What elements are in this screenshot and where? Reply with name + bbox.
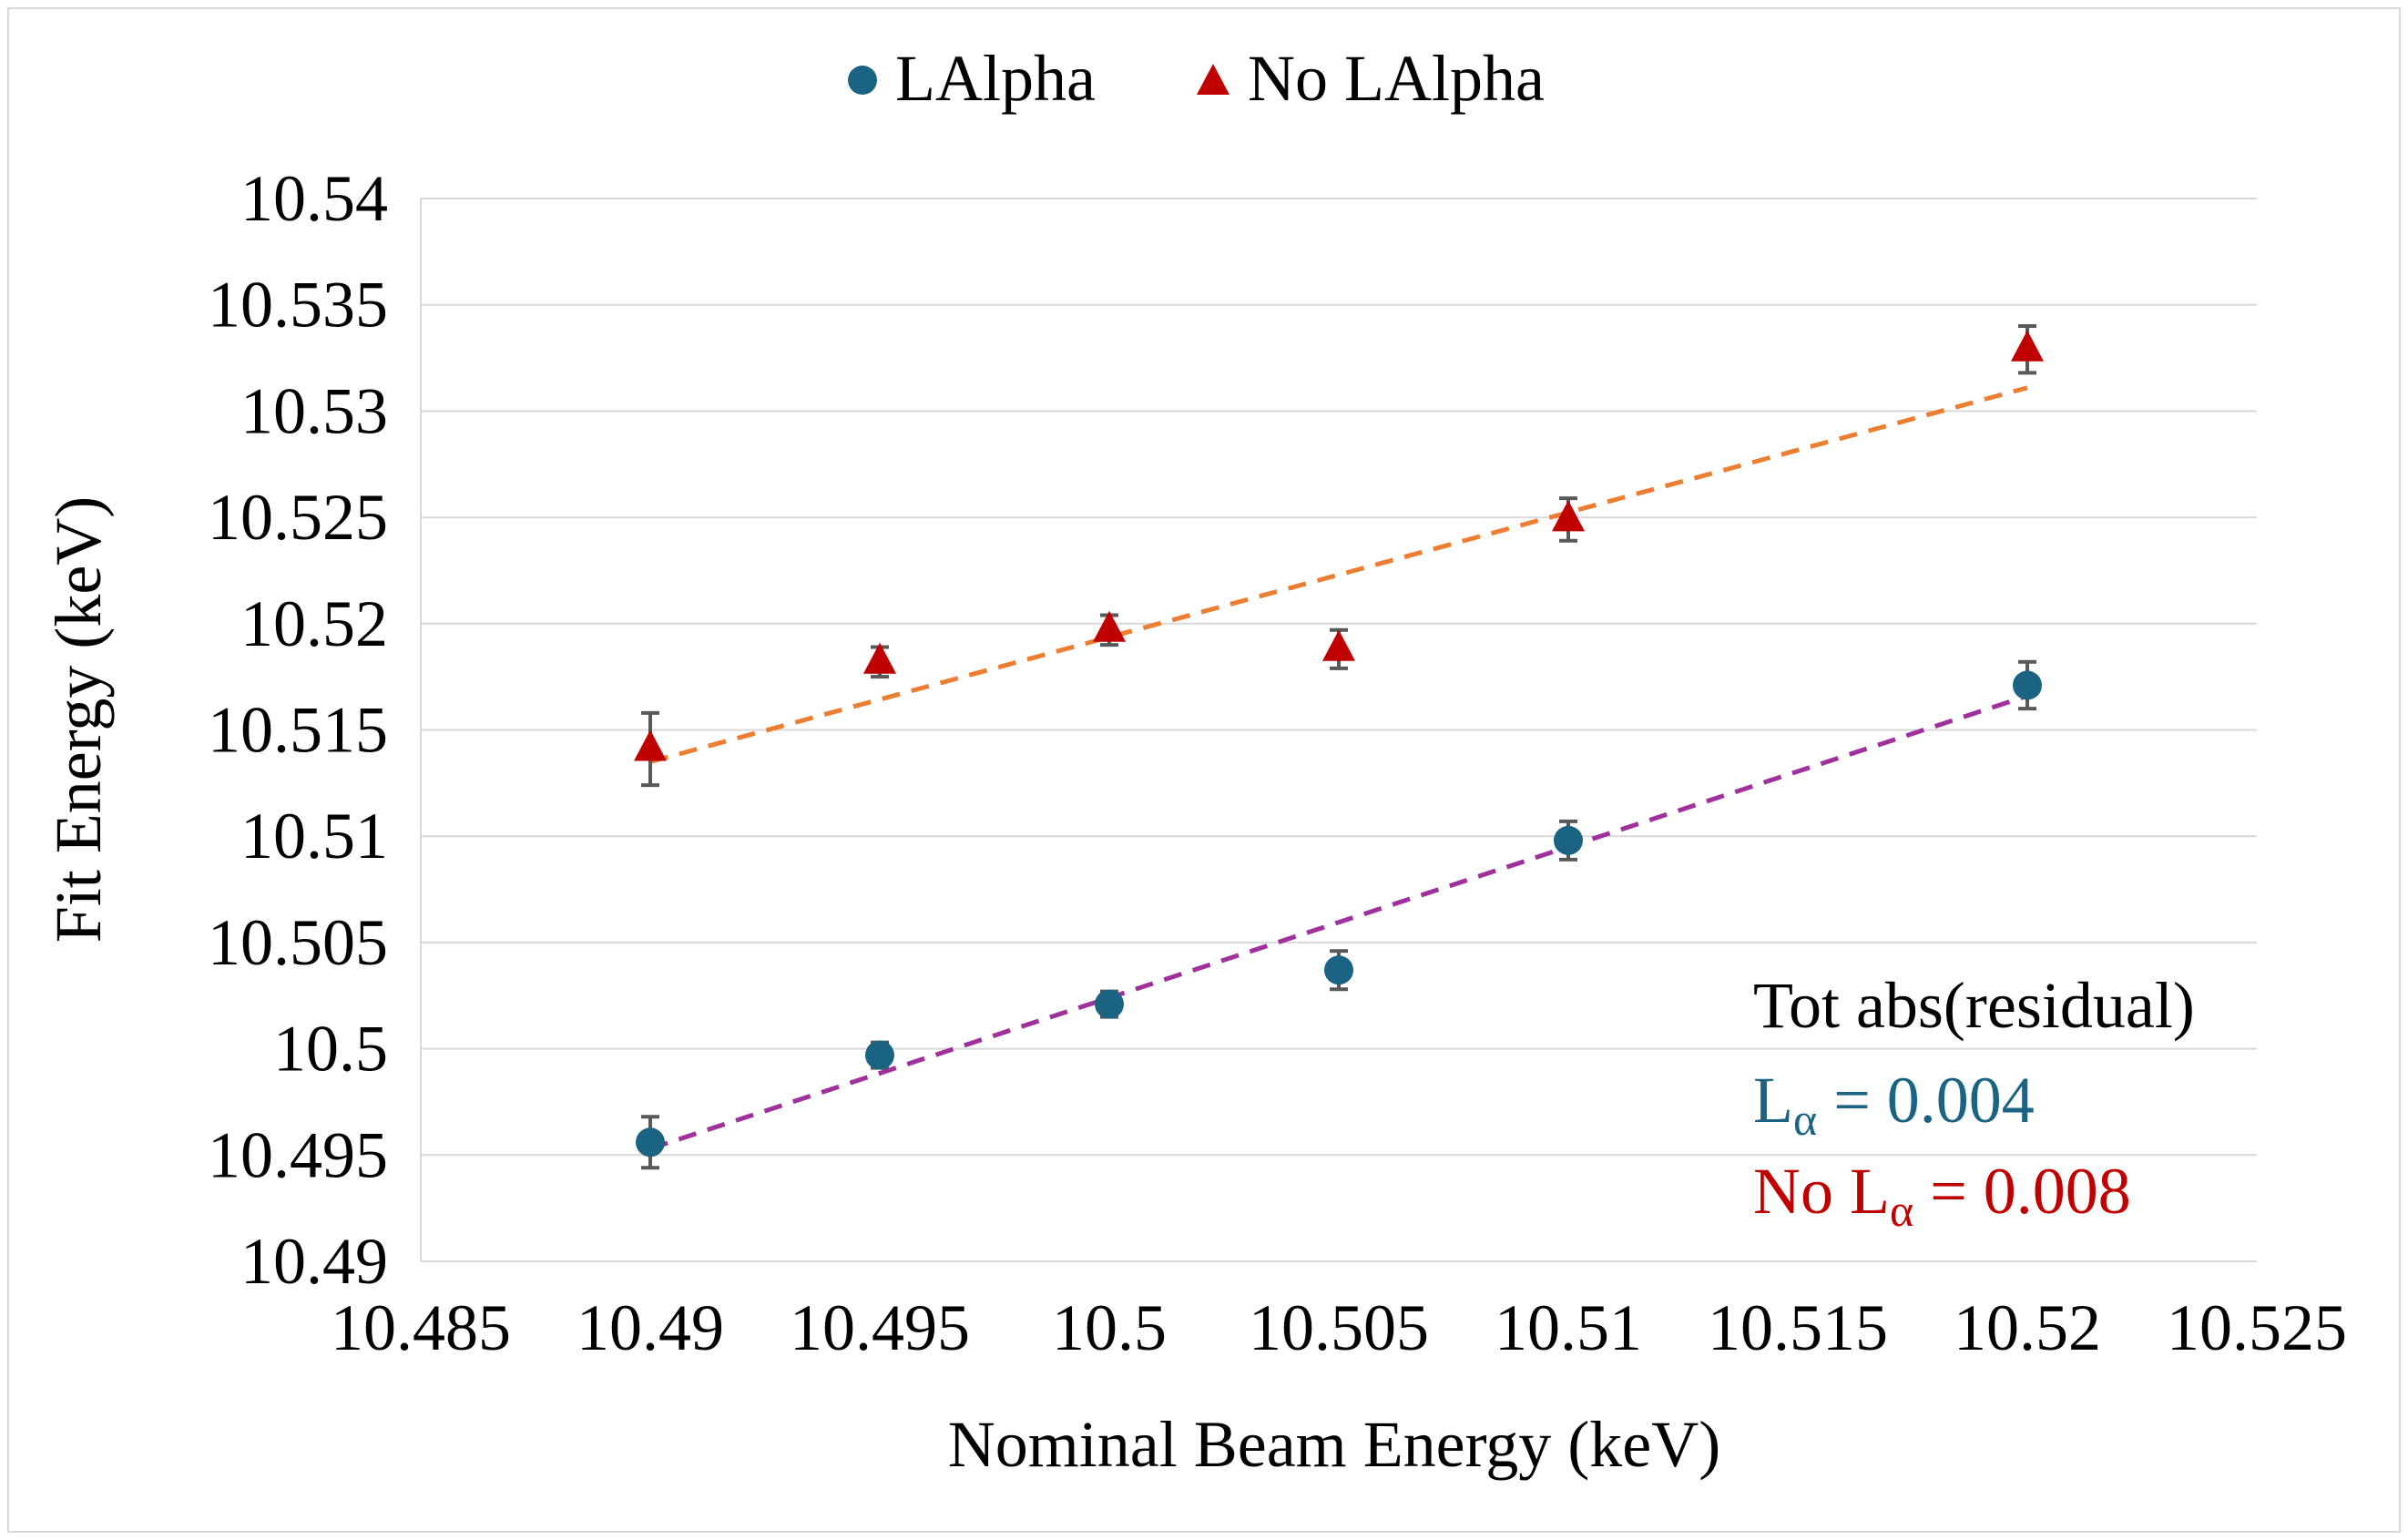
annotation-lalpha-base: L bbox=[1753, 1064, 1793, 1137]
annotation-no-lalpha-value: = 0.008 bbox=[1913, 1155, 2131, 1228]
trendline-lalpha bbox=[649, 693, 2028, 1151]
annotation-no-lalpha-residual: No Lα = 0.008 bbox=[1753, 1155, 2131, 1236]
annotation-lalpha-sub: α bbox=[1793, 1094, 1817, 1145]
x-tick-label: 10.49 bbox=[576, 1291, 724, 1364]
data-point-lalpha bbox=[2013, 670, 2042, 700]
legend-marker-no-lalpha bbox=[1197, 64, 1230, 95]
data-point-no-lalpha bbox=[2011, 330, 2044, 362]
legend-label-lalpha: LAlpha bbox=[895, 42, 1096, 115]
annotation-no-lalpha-prefix: No bbox=[1753, 1155, 1850, 1228]
data-point-lalpha bbox=[1554, 825, 1583, 855]
data-point-lalpha bbox=[865, 1040, 894, 1070]
data-point-lalpha bbox=[1095, 989, 1124, 1019]
data-point-no-lalpha bbox=[1552, 500, 1585, 532]
x-tick-label: 10.5 bbox=[1052, 1291, 1167, 1364]
gridlines bbox=[421, 198, 2257, 1157]
x-tick-label: 10.495 bbox=[790, 1291, 970, 1364]
trendline-no-lalpha bbox=[649, 385, 2028, 764]
x-tick-label: 10.51 bbox=[1495, 1291, 1642, 1364]
x-tick-label: 10.525 bbox=[2167, 1291, 2347, 1364]
chart-frame bbox=[7, 7, 2401, 1533]
y-tick-label: 10.54 bbox=[240, 162, 388, 235]
data-point-no-lalpha bbox=[1322, 629, 1355, 661]
y-tick-label: 10.495 bbox=[208, 1118, 388, 1191]
data-point-no-lalpha bbox=[863, 642, 896, 674]
data-point-lalpha bbox=[636, 1127, 665, 1158]
y-tick-label: 10.49 bbox=[240, 1225, 388, 1298]
y-tick-label: 10.535 bbox=[208, 269, 388, 342]
y-tick-label: 10.52 bbox=[240, 587, 388, 660]
legend-marker-lalpha bbox=[848, 66, 877, 95]
x-axis-title: Nominal Beam Energy (keV) bbox=[948, 1408, 1720, 1481]
y-tick-label: 10.51 bbox=[240, 800, 388, 872]
annotation-no-lalpha-base: L bbox=[1850, 1155, 1890, 1228]
data-markers bbox=[634, 330, 2044, 1158]
legend-label-no-lalpha: No LAlpha bbox=[1248, 42, 1545, 115]
legend[interactable]: LAlpha No LAlpha bbox=[848, 42, 1545, 115]
y-tick-label: 10.525 bbox=[208, 481, 388, 554]
trendlines bbox=[649, 385, 2028, 1151]
data-point-no-lalpha bbox=[634, 729, 667, 761]
y-tick-label: 10.505 bbox=[208, 906, 388, 979]
x-tick-label: 10.485 bbox=[331, 1291, 511, 1364]
residual-annotation: Tot abs(residual) Lα = 0.004 No Lα = 0.0… bbox=[1753, 969, 2195, 1236]
x-tick-label: 10.505 bbox=[1249, 1291, 1429, 1364]
y-tick-label: 10.5 bbox=[273, 1013, 388, 1086]
y-tick-label: 10.53 bbox=[240, 374, 388, 447]
annotation-heading: Tot abs(residual) bbox=[1753, 969, 2195, 1042]
data-point-no-lalpha bbox=[1093, 610, 1126, 642]
data-point-lalpha bbox=[1324, 955, 1353, 985]
axes bbox=[420, 199, 2257, 1262]
annotation-no-lalpha-sub: α bbox=[1890, 1185, 1913, 1236]
y-tick-label: 10.515 bbox=[208, 694, 388, 767]
y-tick-labels: 10.49 10.495 10.5 10.505 10.51 10.515 10.52 10.… bbox=[208, 162, 388, 1298]
y-axis-title: Fit Energy (keV) bbox=[42, 496, 115, 943]
x-tick-labels: 10.485 10.49 10.495 10.5 10.505 10.51 10.515 10… bbox=[331, 1291, 2347, 1364]
annotation-lalpha-value: = 0.004 bbox=[1817, 1064, 2035, 1137]
x-tick-label: 10.515 bbox=[1708, 1291, 1888, 1364]
annotation-lalpha-residual: Lα = 0.004 bbox=[1753, 1064, 2035, 1145]
x-tick-label: 10.52 bbox=[1954, 1291, 2101, 1364]
